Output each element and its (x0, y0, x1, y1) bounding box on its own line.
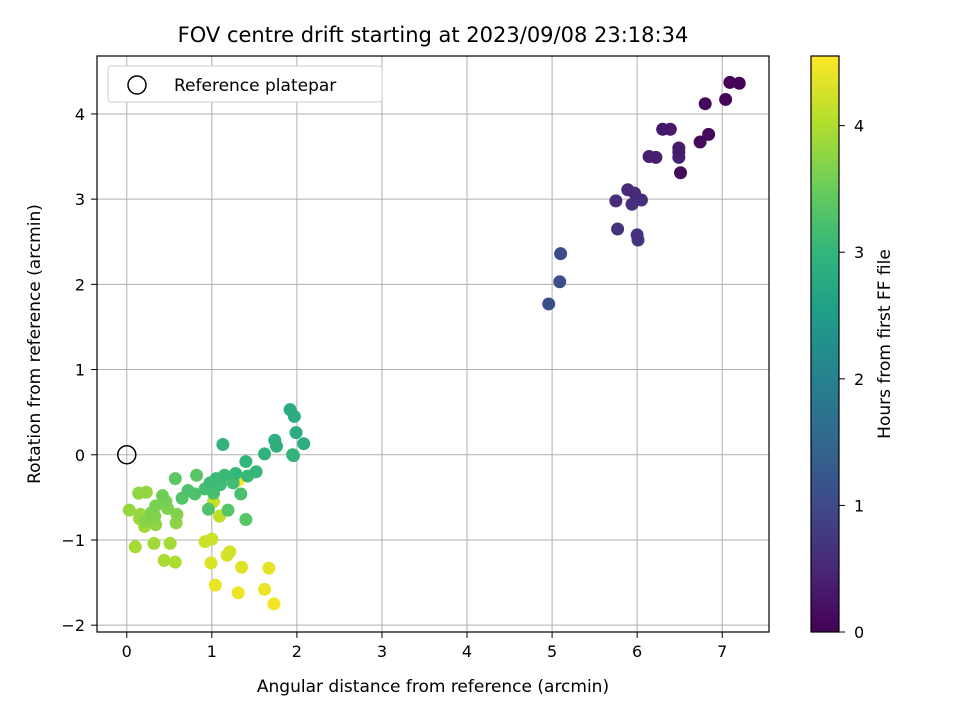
data-point (258, 447, 272, 461)
y-tick-label: 2 (75, 275, 85, 294)
data-point (234, 487, 248, 501)
legend: Reference platepar (107, 65, 383, 103)
data-point (235, 560, 249, 574)
data-point (239, 513, 253, 527)
colorbar-tick-label: 1 (854, 496, 864, 515)
colorbar: 0 1 2 3 4 Hours from first FF file (810, 55, 895, 642)
y-tick-label: 1 (75, 361, 85, 380)
y-tick-label: −2 (61, 616, 85, 635)
x-tick-label: 7 (717, 642, 727, 661)
data-point (157, 553, 171, 567)
data-point (553, 275, 567, 289)
data-point (128, 540, 142, 554)
data-point (621, 183, 635, 197)
data-point (723, 75, 737, 89)
data-point (656, 122, 670, 136)
data-point (221, 503, 235, 517)
data-point (170, 507, 184, 521)
reference-platepar-marker (117, 445, 137, 465)
colorbar-ticks: 0 1 2 3 4 (839, 117, 864, 642)
data-point (554, 247, 568, 261)
data-point (542, 297, 556, 311)
colorbar-tick-label: 4 (854, 117, 864, 136)
colorbar-label: Hours from first FF file (875, 249, 895, 439)
legend-marker (127, 75, 147, 95)
data-point (147, 536, 161, 550)
data-point (693, 135, 707, 149)
colorbar-gradient (810, 55, 840, 633)
data-point (630, 228, 644, 242)
y-tick-label: −1 (61, 531, 85, 550)
data-point (611, 222, 625, 236)
data-point (188, 487, 202, 501)
x-tick-label: 1 (207, 642, 217, 661)
y-tick-label: 0 (75, 446, 85, 465)
data-point (149, 499, 163, 513)
data-point (168, 472, 182, 486)
data-point (132, 486, 146, 500)
data-point (258, 582, 272, 596)
x-tick-label: 2 (292, 642, 302, 661)
data-point (201, 502, 215, 516)
data-point (297, 437, 311, 451)
data-point (642, 150, 656, 164)
x-tick-label: 0 (122, 642, 132, 661)
data-point (229, 467, 243, 481)
data-point (698, 97, 712, 111)
y-tick-label: 3 (75, 190, 85, 209)
data-point (223, 545, 237, 559)
data-point (122, 503, 136, 517)
data-points (122, 75, 746, 611)
data-point (168, 555, 182, 569)
data-point (216, 438, 230, 452)
data-point (702, 127, 716, 141)
colorbar-tick-label: 3 (854, 243, 864, 262)
data-point (204, 556, 218, 570)
y-tick-label: 4 (75, 105, 85, 124)
data-point (249, 465, 263, 479)
x-tick-label: 3 (377, 642, 387, 661)
data-point (239, 455, 253, 469)
data-point (190, 468, 204, 482)
x-tick-label: 6 (632, 642, 642, 661)
data-point (283, 403, 297, 417)
legend-label: Reference platepar (174, 76, 336, 96)
data-point (163, 536, 177, 550)
grid-lines (97, 56, 769, 632)
colorbar-tick-label: 2 (854, 370, 864, 389)
data-point (208, 578, 222, 592)
data-point (719, 92, 733, 106)
colorbar-tick-label: 0 (854, 623, 864, 642)
data-point (289, 426, 303, 440)
x-axis-label: Angular distance from reference (arcmin) (257, 677, 609, 697)
data-point (609, 194, 623, 208)
legend-box (107, 65, 383, 103)
data-point (732, 76, 746, 90)
data-point (218, 468, 232, 482)
data-point (267, 597, 281, 611)
plot-frame (96, 55, 770, 633)
x-tick-label: 5 (547, 642, 557, 661)
data-point (268, 433, 282, 447)
data-point (674, 166, 688, 180)
data-point (286, 448, 300, 462)
chart-title: FOV centre drift starting at 2023/09/08 … (178, 23, 689, 47)
data-point (262, 561, 276, 575)
data-point (198, 535, 212, 549)
data-point (672, 141, 686, 155)
y-axis-ticks: −2 −1 0 1 2 3 4 (61, 105, 97, 635)
data-point (155, 489, 169, 503)
x-axis-ticks: 0 1 2 3 4 5 6 7 (122, 632, 727, 661)
x-tick-label: 4 (462, 642, 472, 661)
data-point (231, 586, 245, 600)
y-axis-label: Rotation from reference (arcmin) (25, 204, 45, 484)
